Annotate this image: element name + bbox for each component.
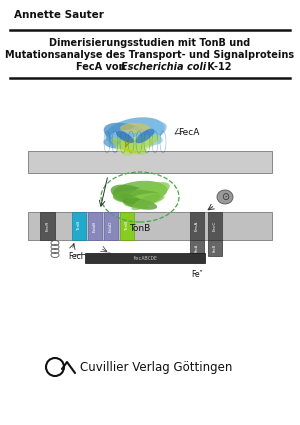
Ellipse shape xyxy=(103,131,158,149)
Text: TonB: TonB xyxy=(77,221,81,231)
Text: Mutationsanalyse des Transport- und Signalproteins: Mutationsanalyse des Transport- und Sign… xyxy=(5,50,295,60)
Text: FecA: FecA xyxy=(195,221,199,231)
Ellipse shape xyxy=(103,123,150,147)
Text: ⊙: ⊙ xyxy=(221,192,229,202)
Ellipse shape xyxy=(120,193,148,209)
Ellipse shape xyxy=(116,136,154,153)
Ellipse shape xyxy=(113,190,163,204)
Text: FecB: FecB xyxy=(213,244,217,252)
Text: FecI: FecI xyxy=(68,252,83,261)
Ellipse shape xyxy=(111,130,163,146)
Text: FecC: FecC xyxy=(213,221,217,231)
Ellipse shape xyxy=(126,182,170,204)
Text: Cuvillier Verlag Göttingen: Cuvillier Verlag Göttingen xyxy=(80,360,232,374)
Text: K-12: K-12 xyxy=(204,62,232,72)
Text: TonB: TonB xyxy=(125,221,129,231)
Ellipse shape xyxy=(217,190,233,204)
Bar xyxy=(28,212,272,240)
Text: FecA: FecA xyxy=(195,244,199,252)
Bar xyxy=(85,253,205,263)
Text: Dimerisierungsstudien mit TonB und: Dimerisierungsstudien mit TonB und xyxy=(50,38,250,48)
Bar xyxy=(40,212,55,240)
Bar xyxy=(208,240,222,256)
Text: ExbB: ExbB xyxy=(93,221,97,232)
Ellipse shape xyxy=(105,117,165,147)
Ellipse shape xyxy=(123,198,157,210)
Bar xyxy=(120,212,134,240)
Text: TonB: TonB xyxy=(129,224,151,233)
Bar xyxy=(208,212,222,240)
Bar xyxy=(72,212,86,240)
Text: Fe″: Fe″ xyxy=(191,270,203,279)
Text: Escherichia coli: Escherichia coli xyxy=(121,62,206,72)
Ellipse shape xyxy=(111,137,147,155)
Bar xyxy=(190,212,204,240)
Text: ExbD: ExbD xyxy=(109,220,113,232)
Ellipse shape xyxy=(120,123,150,133)
Text: fecABCDE: fecABCDE xyxy=(133,255,158,261)
Ellipse shape xyxy=(111,184,153,205)
Bar xyxy=(190,240,204,256)
Text: Annette Sauter: Annette Sauter xyxy=(14,10,104,20)
Bar xyxy=(104,212,118,240)
Ellipse shape xyxy=(131,194,161,210)
Ellipse shape xyxy=(119,121,167,147)
Ellipse shape xyxy=(116,131,134,143)
Ellipse shape xyxy=(136,129,154,143)
Ellipse shape xyxy=(112,181,167,203)
Bar xyxy=(28,151,272,173)
Ellipse shape xyxy=(122,134,160,156)
Text: FecR: FecR xyxy=(46,221,50,231)
Ellipse shape xyxy=(123,193,165,207)
Bar xyxy=(88,212,102,240)
Text: FecA: FecA xyxy=(178,128,200,136)
Text: FecA von: FecA von xyxy=(76,62,129,72)
